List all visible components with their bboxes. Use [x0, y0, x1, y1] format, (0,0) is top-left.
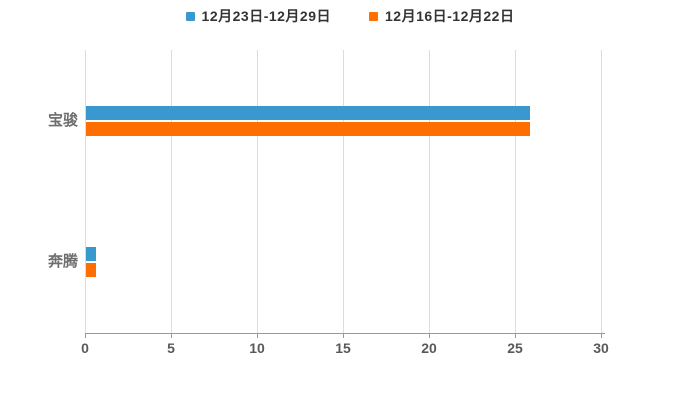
x-tick-10 [257, 334, 258, 338]
x-tick-20 [429, 334, 430, 338]
x-tick-25 [515, 334, 516, 338]
x-tick-30 [601, 334, 602, 338]
gridline-x-20 [429, 50, 430, 333]
bar-series2-cat1[interactable] [86, 121, 530, 136]
legend-item-week-current[interactable]: 12月23日-12月29日 [185, 6, 331, 26]
gridline-x-5 [171, 50, 172, 333]
legend-label: 12月23日-12月29日 [201, 8, 331, 24]
category-label-2: 奔腾 [47, 253, 78, 271]
x-tick-label-25: 25 [507, 340, 523, 356]
chart-legend: 12月23日-12月29日 12月16日-12月22日 [0, 4, 700, 28]
legend-swatch-orange-icon [369, 11, 378, 21]
category-label-1: 宝骏 [47, 111, 78, 129]
x-tick-15 [343, 334, 344, 338]
legend-label: 12月16日-12月22日 [385, 8, 515, 24]
x-tick-label-20: 20 [421, 340, 437, 356]
x-tick-label-0: 0 [81, 340, 89, 356]
bar-series1-cat1[interactable] [86, 105, 530, 120]
x-tick-5 [171, 334, 172, 338]
bar-series1-cat2[interactable] [86, 247, 97, 262]
bar-series2-cat2[interactable] [86, 263, 97, 278]
x-tick-label-5: 5 [167, 340, 175, 356]
x-tick-label-10: 10 [249, 340, 265, 356]
legend-swatch-blue-icon [185, 11, 195, 21]
plot-area: 0 5 10 15 20 25 30 [81, 50, 609, 356]
gridline-x-10 [257, 50, 258, 333]
x-tick-label-15: 15 [335, 340, 351, 356]
legend-item-week-previous[interactable]: 12月16日-12月22日 [369, 6, 514, 26]
x-tick-label-30: 30 [593, 340, 609, 356]
gridline-x-25 [515, 50, 516, 333]
gridline-x-30 [601, 50, 602, 333]
x-tick-0 [85, 334, 86, 338]
y-axis-labels: 宝骏 奔腾 [0, 50, 78, 333]
x-axis-line [85, 333, 605, 334]
gridline-x-0 [85, 50, 86, 333]
gridline-x-15 [343, 50, 344, 333]
